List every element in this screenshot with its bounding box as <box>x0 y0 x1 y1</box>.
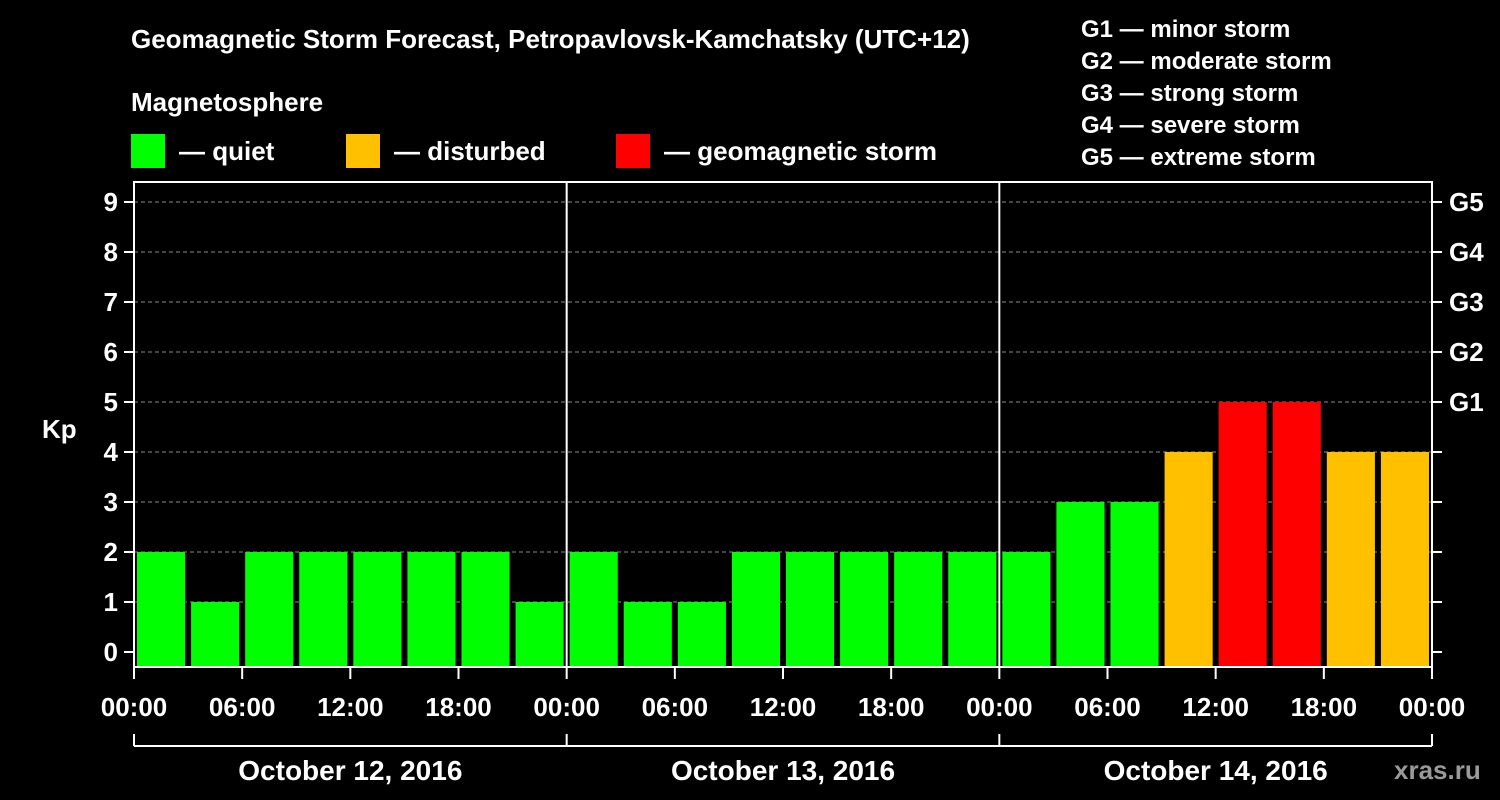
y-tick-label: 6 <box>104 337 118 367</box>
x-tick-label: 06:00 <box>642 692 709 722</box>
bar <box>1110 502 1159 667</box>
y-tick-label: 5 <box>104 387 118 417</box>
x-tick-label: 06:00 <box>1074 692 1141 722</box>
bar <box>677 602 726 667</box>
x-tick-label: 00:00 <box>1399 692 1466 722</box>
y-tick-label: 3 <box>104 487 118 517</box>
bar <box>948 552 997 667</box>
bar <box>191 602 240 667</box>
bar <box>731 552 780 667</box>
y-tick-label: 4 <box>104 437 119 467</box>
x-tick-label: 12:00 <box>317 692 384 722</box>
bar <box>137 552 186 667</box>
bar <box>894 552 943 667</box>
legend-label-quiet: — quiet <box>179 135 275 166</box>
day-label: October 12, 2016 <box>238 755 462 786</box>
legend-swatch-quiet <box>131 134 165 168</box>
bar <box>407 552 456 667</box>
storm-scale-g5: G5 — extreme storm <box>1081 144 1316 171</box>
x-tick-label: 18:00 <box>1291 692 1358 722</box>
storm-scale-g4: G4 — severe storm <box>1081 112 1300 139</box>
storm-scale-legend: G1 — minor storm G2 — moderate storm G3 … <box>1081 14 1332 174</box>
y-tick-label: 8 <box>104 237 118 267</box>
y-tick-label: 7 <box>104 287 118 317</box>
bar <box>1164 452 1213 667</box>
bar <box>623 602 672 667</box>
bar <box>461 552 510 667</box>
day-label: October 13, 2016 <box>671 755 895 786</box>
y-tick-label: 2 <box>104 537 118 567</box>
bar <box>1056 502 1105 667</box>
x-tick-label: 18:00 <box>858 692 925 722</box>
bar <box>840 552 889 667</box>
storm-scale-g3: G3 — strong storm <box>1081 80 1299 107</box>
bar <box>515 602 564 667</box>
legend-label-disturbed: — disturbed <box>394 135 546 166</box>
storm-scale-g2: G2 — moderate storm <box>1081 48 1332 75</box>
watermark: xras.ru <box>1394 755 1481 785</box>
bar <box>299 552 348 667</box>
day-label: October 14, 2016 <box>1104 755 1328 786</box>
chart-title: Geomagnetic Storm Forecast, Petropavlovs… <box>131 24 970 54</box>
x-tick-label: 18:00 <box>425 692 492 722</box>
y-tick-label: 9 <box>104 187 118 217</box>
x-tick-label: 12:00 <box>1182 692 1249 722</box>
bar <box>1002 552 1051 667</box>
x-tick-label: 00:00 <box>533 692 600 722</box>
legend-item-quiet: — quiet <box>131 134 274 168</box>
x-tick-label: 00:00 <box>101 692 168 722</box>
g-scale-label: G4 <box>1449 237 1484 267</box>
g-scale-label: G3 <box>1449 287 1484 317</box>
g-scale-label: G5 <box>1449 187 1484 217</box>
legend-title: Magnetosphere <box>131 87 324 117</box>
bar <box>569 552 618 667</box>
bar <box>1272 402 1321 667</box>
bar <box>245 552 294 667</box>
legend-label-storm: — geomagnetic storm <box>664 135 938 166</box>
g-scale-label: G2 <box>1449 337 1484 367</box>
y-axis-label: Kp <box>42 414 77 444</box>
x-tick-label: 12:00 <box>750 692 817 722</box>
y-tick-label: 0 <box>104 637 118 667</box>
bar <box>1326 452 1375 667</box>
bar <box>1218 402 1267 667</box>
legend-item-disturbed: — disturbed <box>346 134 546 168</box>
legend-item-storm: — geomagnetic storm <box>616 134 937 168</box>
legend-swatch-storm <box>616 134 650 168</box>
bar <box>786 552 835 667</box>
bar <box>1380 452 1429 667</box>
bar <box>353 552 402 667</box>
x-tick-label: 00:00 <box>966 692 1033 722</box>
legend-swatch-disturbed <box>346 134 380 168</box>
y-tick-label: 1 <box>104 587 118 617</box>
g-scale-label: G1 <box>1449 387 1484 417</box>
storm-scale-g1: G1 — minor storm <box>1081 16 1291 43</box>
x-tick-label: 06:00 <box>209 692 276 722</box>
